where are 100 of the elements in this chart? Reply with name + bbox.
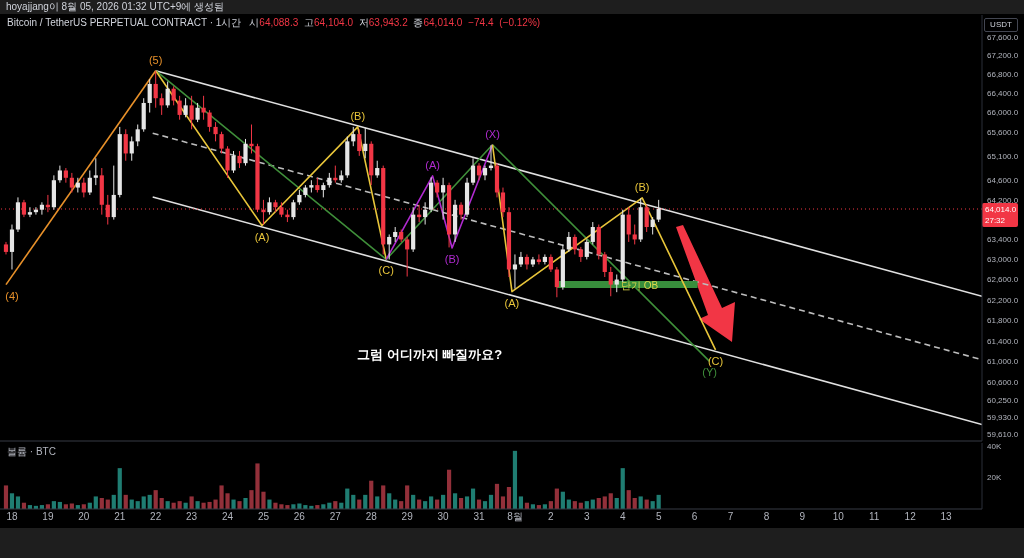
candlestick: [512, 253, 518, 290]
candlestick: [530, 256, 536, 268]
candlestick: [243, 138, 248, 167]
ref-line-label: 64,014.0: [985, 205, 1017, 215]
y-tick-label: 66,400.0: [987, 89, 1019, 99]
x-tick-label: 30: [437, 511, 450, 523]
bar: [506, 487, 512, 509]
x-tick-label: 27: [329, 511, 342, 523]
y-tick-label: 64,200.0: [987, 195, 1019, 205]
y-tick-label: 65,100.0: [987, 151, 1019, 161]
x-tick-label: 26: [293, 511, 306, 523]
candlestick: [602, 251, 607, 278]
candlestick: [135, 124, 140, 147]
x-tick-label: 11: [869, 511, 880, 523]
bar: [446, 469, 452, 509]
y-tick-label: 62,200.0: [987, 295, 1019, 305]
candlestick: [39, 201, 45, 216]
y-tick-label: 64,600.0: [987, 176, 1019, 186]
x-tick-label: 18: [6, 511, 18, 523]
x-tick-label: 22: [150, 511, 162, 523]
x-tick-label: 7: [727, 511, 734, 523]
candlestick: [554, 266, 559, 298]
candlestick: [225, 145, 230, 179]
x-tick-label: 4: [619, 511, 626, 523]
annotation: (A): [425, 158, 440, 171]
text: 27:32: [985, 216, 1006, 226]
bar: [141, 496, 146, 509]
y-tick-label: 60,250.0: [987, 396, 1019, 406]
annotation: 그럼 어디까지 빠질까요?: [357, 347, 503, 363]
bar: [638, 496, 643, 509]
annotation: (B): [634, 180, 650, 193]
candlestick: [189, 95, 194, 130]
candlestick: [656, 199, 661, 223]
annotation: (B): [350, 109, 366, 122]
bar: [387, 493, 392, 509]
x-tick-label: 31: [473, 511, 486, 523]
bar: [464, 496, 470, 509]
bar: [369, 480, 374, 509]
candlestick: [129, 136, 134, 162]
y-tick-label: 61,400.0: [987, 336, 1019, 346]
y-tick-label: 65,600.0: [987, 127, 1019, 137]
candlestick: [177, 95, 182, 121]
bar: [375, 496, 380, 509]
x-tick-label: 25: [257, 511, 270, 523]
candlestick: [536, 253, 541, 265]
x-tick-label: 20: [78, 511, 90, 523]
candlestick: [171, 85, 176, 106]
candlestick: [63, 167, 68, 184]
candlestick: [590, 221, 595, 245]
candlestick: [9, 224, 15, 270]
bar: [405, 485, 410, 509]
bar: [15, 496, 21, 509]
annotation: (A): [504, 296, 520, 309]
bar: [602, 496, 607, 509]
y-tick-label: 66,800.0: [987, 70, 1019, 80]
bar: [381, 485, 386, 509]
y-tick-label: 61,800.0: [987, 316, 1019, 326]
bar: [608, 493, 613, 509]
candlestick: [566, 231, 571, 253]
candlestick: [482, 165, 488, 181]
bar: [518, 496, 524, 509]
bar: [267, 499, 272, 509]
x-tick-label: 29: [401, 511, 414, 523]
candlestick: [608, 266, 613, 297]
candlestick: [165, 81, 170, 109]
annotation: (5): [148, 53, 163, 66]
bar: [243, 498, 248, 509]
annotation: (C): [378, 264, 394, 277]
candlestick: [207, 109, 212, 133]
candlestick: [249, 124, 254, 154]
y-tick-label: 20K: [987, 473, 1002, 483]
candlestick: [219, 131, 224, 154]
text: 시64,088.3 고64,104.0 저63,943.2 종64,014.0 −74.4 (−0.12%): [249, 17, 541, 28]
candlestick: [405, 236, 410, 278]
candlestick: [231, 150, 236, 174]
candlestick: [572, 233, 577, 255]
chart-title: 볼륨 · BTC: [7, 446, 56, 457]
candlestick: [87, 169, 92, 196]
candlestick: [542, 253, 547, 265]
bar: [494, 483, 500, 509]
x-tick-label: 10: [832, 511, 845, 523]
candlestick: [291, 199, 296, 221]
annotation: (Y): [702, 366, 717, 379]
annotation: (C): [707, 354, 724, 367]
x-tick-label: 9: [799, 511, 806, 523]
bar: [93, 496, 98, 509]
y-tick-label: 67,200.0: [987, 51, 1019, 61]
candlestick: [195, 102, 200, 123]
x-tick-label: 24: [221, 511, 234, 523]
candlestick: [213, 121, 218, 142]
candlestick: [363, 127, 368, 159]
candlestick: [632, 224, 637, 245]
candlestick: [159, 92, 164, 116]
x-tick-label: 2: [548, 511, 555, 523]
bar: [3, 485, 9, 509]
candlestick: [111, 165, 116, 221]
bar: [189, 496, 194, 509]
annotation: (4): [5, 289, 19, 302]
x-tick-label: 12: [904, 511, 917, 523]
candlestick: [351, 126, 356, 147]
